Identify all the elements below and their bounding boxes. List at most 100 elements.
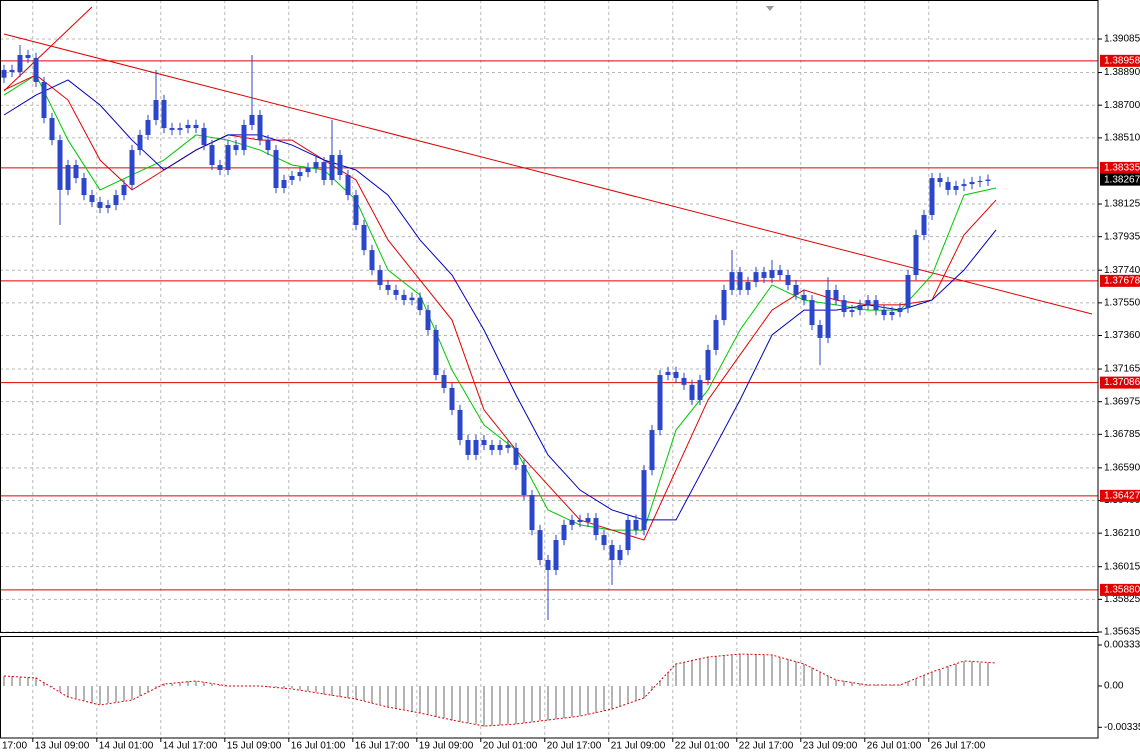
candle-body — [57, 140, 63, 190]
candle-body — [513, 447, 519, 465]
candle-body — [313, 162, 319, 168]
candle-body — [465, 440, 471, 455]
candle-body — [145, 119, 151, 135]
candle-body — [913, 234, 919, 276]
candle-body — [305, 167, 311, 173]
candle-body — [969, 182, 975, 185]
x-tick-label: 26 Jul 17:00 — [931, 741, 986, 752]
candle-body — [697, 380, 703, 400]
candle-body — [449, 387, 455, 410]
candle-body — [873, 300, 879, 311]
level-label: 1.38335 — [1104, 163, 1140, 174]
candle-body — [737, 272, 743, 290]
candle-body — [881, 310, 887, 316]
candle-body — [593, 518, 599, 536]
candle-body — [1, 69, 7, 78]
x-tick-label: 13 Jul 09:00 — [35, 741, 90, 752]
candle-body — [977, 180, 983, 183]
osc-y-tick-label: 0.00 — [1104, 681, 1124, 692]
candle-body — [393, 289, 399, 295]
candle-body — [561, 524, 567, 541]
candle-body — [857, 304, 863, 311]
candle-body — [905, 275, 911, 309]
x-tick-label: 22 Jul 17:00 — [739, 741, 794, 752]
candle-body — [753, 272, 759, 283]
candle-body — [897, 308, 903, 312]
candle-body — [985, 179, 991, 181]
candle-body — [769, 270, 775, 278]
candle-body — [33, 57, 39, 82]
candle-body — [121, 184, 127, 196]
candle-body — [785, 275, 791, 285]
candle-body — [89, 195, 95, 202]
candle-body — [937, 178, 943, 183]
candle-body — [601, 535, 607, 546]
y-tick-label: 1.38125 — [1104, 199, 1140, 210]
y-tick-label: 1.38890 — [1104, 67, 1140, 78]
candle-body — [241, 124, 247, 151]
y-tick-label: 1.35825 — [1104, 594, 1140, 605]
candle-body — [945, 182, 951, 190]
candle-body — [713, 320, 719, 350]
y-tick-label: 1.36015 — [1104, 561, 1140, 572]
candle-body — [721, 289, 727, 321]
shift-marker — [766, 6, 774, 11]
candle-body — [377, 270, 383, 285]
candle-body — [233, 145, 239, 151]
candle-body — [273, 150, 279, 189]
y-tick-label: 1.35635 — [1104, 627, 1140, 638]
candle-body — [745, 282, 751, 290]
x-tick-label: 16 Jul 17:00 — [355, 741, 410, 752]
candle-body — [137, 134, 143, 151]
candle-body — [105, 205, 111, 208]
candle-body — [665, 371, 671, 376]
candle-body — [169, 128, 175, 130]
candle-body — [25, 55, 31, 58]
candle-body — [249, 114, 255, 125]
x-tick-label: 22 Jul 01:00 — [675, 741, 730, 752]
candle-body — [497, 444, 503, 450]
candle-body — [457, 409, 463, 441]
candle-body — [865, 300, 871, 305]
x-tick-label: 14 Jul 01:00 — [99, 741, 154, 752]
candle-body — [657, 375, 663, 431]
candle-body — [793, 284, 799, 295]
y-tick-label: 1.38510 — [1104, 132, 1140, 143]
candle-body — [385, 284, 391, 290]
level-label: 1.37086 — [1104, 377, 1140, 388]
level-label: 1.35880 — [1104, 585, 1140, 596]
candle-body — [929, 178, 935, 216]
osc-y-tick-label: -0.00335 — [1104, 722, 1140, 733]
candle-body — [801, 294, 807, 301]
candle-body — [225, 145, 231, 170]
candle-body — [113, 195, 119, 206]
candle-body — [777, 270, 783, 276]
candle-body — [161, 100, 167, 129]
x-tick-label: 23 Jul 09:00 — [803, 741, 858, 752]
level-label-box — [1100, 376, 1140, 389]
candle-body — [489, 444, 495, 450]
candle-body — [353, 195, 359, 225]
level-label: 1.36427 — [1104, 491, 1140, 502]
candle-body — [209, 145, 215, 166]
y-tick-label: 1.36590 — [1104, 462, 1140, 473]
candle-body — [761, 272, 767, 278]
candle-body — [369, 250, 375, 271]
candle-body — [321, 162, 327, 180]
candle-body — [193, 124, 199, 129]
candle-body — [217, 165, 223, 170]
axes: 17:00 13 Jul 09:00 14 Jul 01:00 14 Jul 17:0… — [2, 34, 1140, 752]
y-tick-label: 1.36975 — [1104, 396, 1140, 407]
candle-body — [961, 184, 967, 186]
candle-body — [361, 224, 367, 251]
candle-body — [433, 330, 439, 376]
candle-body — [129, 150, 135, 185]
candle-body — [73, 165, 79, 179]
y-tick-label: 1.38700 — [1104, 100, 1140, 111]
candle-body — [833, 289, 839, 301]
candle-body — [337, 155, 343, 175]
candle-body — [329, 155, 335, 180]
trend-line — [3, 6, 93, 92]
oscillator-plot — [3, 653, 997, 727]
